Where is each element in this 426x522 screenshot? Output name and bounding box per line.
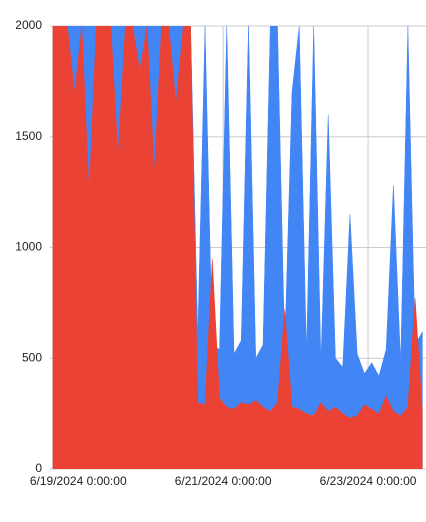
y-tick-label: 2000 xyxy=(15,18,42,32)
y-tick-label: 1000 xyxy=(15,240,42,254)
plot-area xyxy=(52,26,423,469)
x-tick-label: 6/19/2024 0:00:00 xyxy=(30,474,127,488)
y-tick-label: 500 xyxy=(22,350,42,364)
y-tick-label: 1500 xyxy=(15,129,42,143)
x-tick-label: 6/23/2024 0:00:00 xyxy=(320,474,417,488)
axis-labels: 0 500 1000 1500 2000 6/19/2024 0:00:00 6/21/20… xyxy=(15,18,416,488)
x-tick-label: 6/21/2024 0:00:00 xyxy=(175,474,272,488)
y-tick-label: 0 xyxy=(35,461,42,475)
area-series xyxy=(52,26,423,469)
